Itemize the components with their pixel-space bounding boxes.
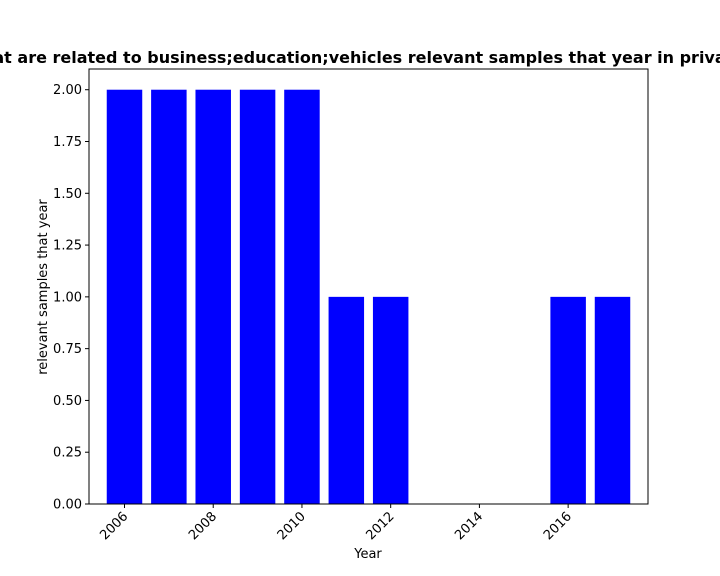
bar-2007: [151, 89, 187, 504]
x-tick-label: 2008: [186, 509, 220, 543]
x-tick-label: 2010: [275, 509, 309, 543]
bar-2017: [594, 296, 631, 504]
bar-2010: [284, 89, 320, 504]
bar-2009: [239, 89, 276, 504]
y-tick-label: 0.75: [53, 342, 82, 357]
y-tick-label: 1.75: [53, 135, 82, 150]
bar-2012: [372, 296, 409, 504]
x-axis-label: Year: [353, 547, 382, 562]
bar-2006: [106, 89, 143, 504]
chart-title: Items that are related to business;educa…: [0, 48, 720, 67]
y-tick-label: 1.00: [53, 290, 82, 305]
x-tick-label: 2016: [541, 509, 575, 543]
y-tick-label: 0.50: [53, 394, 82, 409]
y-tick-label: 0.25: [53, 446, 82, 461]
x-tick-label: 2014: [452, 509, 486, 543]
bar-2016: [550, 296, 586, 504]
x-axis: 2006 2008 2010 2012 2014 2016: [97, 504, 575, 543]
y-tick-label: 1.50: [53, 187, 82, 202]
y-tick-label: 1.25: [53, 239, 82, 254]
bar-2008: [195, 89, 231, 504]
y-tick-label: 2.00: [53, 83, 82, 98]
y-tick-label: 0.00: [53, 498, 82, 513]
x-tick-label: 2006: [97, 509, 131, 543]
y-axis-label: relevant samples that year: [36, 199, 51, 375]
x-tick-label: 2012: [364, 509, 398, 543]
plot-frame: [88, 68, 649, 505]
y-axis: 0.00 0.25 0.50 0.75 1.00 1.25 1.50 1.75 2.00: [53, 83, 89, 513]
bar-2011: [328, 296, 365, 504]
bars-group: [106, 89, 631, 504]
